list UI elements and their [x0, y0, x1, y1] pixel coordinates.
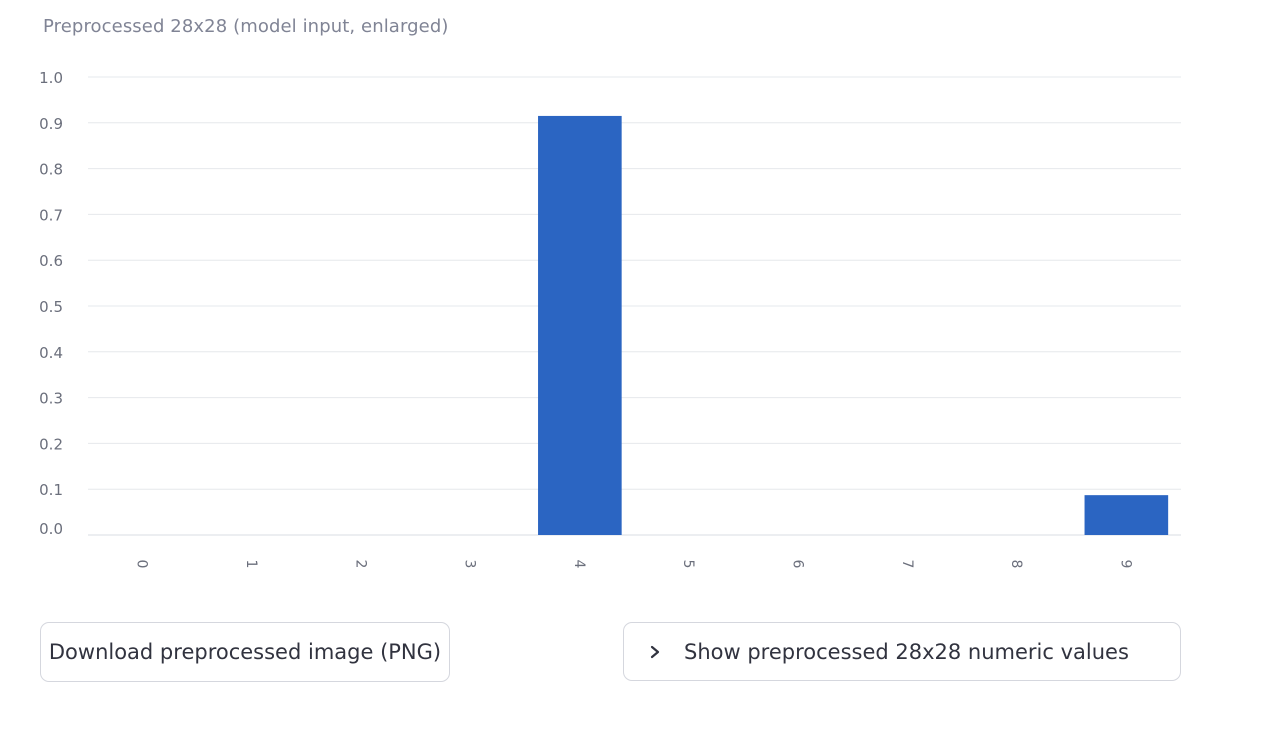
- y-tick-label: 0.5: [39, 298, 63, 316]
- chevron-right-icon: [650, 645, 660, 658]
- y-tick-label: 0.9: [39, 115, 63, 133]
- download-button-label: Download preprocessed image (PNG): [48, 640, 442, 664]
- y-tick-label: 0.0: [39, 520, 63, 538]
- x-tick-label: 1: [243, 560, 259, 569]
- x-tick-label: 7: [899, 560, 915, 569]
- x-tick-label: 4: [571, 560, 587, 569]
- bar: [538, 115, 622, 536]
- bar: [1084, 495, 1169, 535]
- numeric-values-expander[interactable]: Show preprocessed 28x28 numeric values: [623, 622, 1181, 681]
- x-tick-label: 6: [789, 560, 805, 569]
- y-tick-label: 0.8: [39, 161, 63, 179]
- y-tick-label: 0.7: [39, 206, 63, 224]
- y-tick-label: 0.1: [39, 481, 63, 499]
- bar-chart: 0.0 0.1 0.2 0.3 0.4 0.5 0.6 0.7 0.8 0.9 1.0 0 1 2 3 4 5 6…: [39, 69, 1181, 569]
- x-tick-label: 2: [352, 560, 368, 569]
- y-tick-label: 0.4: [39, 344, 63, 362]
- x-tick-label: 8: [1008, 560, 1024, 569]
- x-tick-label: 3: [462, 560, 478, 569]
- download-button[interactable]: Download preprocessed image (PNG): [40, 622, 450, 682]
- x-tick-label: 0: [134, 560, 150, 569]
- y-tick-label: 0.3: [39, 390, 63, 408]
- chart-caption: Preprocessed 28x28 (model input, enlarge…: [43, 16, 449, 37]
- y-tick-label: 0.2: [39, 435, 63, 453]
- expander-label: Show preprocessed 28x28 numeric values: [684, 639, 1129, 664]
- x-tick-label: 9: [1117, 560, 1133, 569]
- x-tick-label: 5: [680, 560, 696, 569]
- y-tick-label: 0.6: [39, 252, 63, 270]
- y-tick-label: 1.0: [39, 69, 63, 87]
